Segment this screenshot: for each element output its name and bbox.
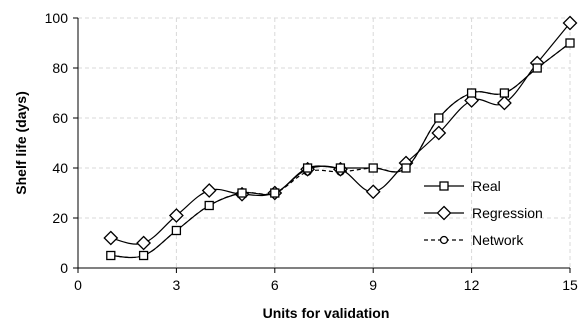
legend-marker-network: [439, 235, 449, 245]
data-point-real: [106, 250, 116, 261]
x-tick-label: 9: [369, 277, 377, 293]
data-point-regression: [201, 183, 217, 198]
data-point-real: [302, 163, 313, 173]
data-point-real: [499, 88, 510, 98]
data-point-regression: [365, 184, 381, 200]
y-tick-label: 0: [60, 260, 68, 276]
legend-marker-real: [439, 181, 449, 191]
legend: Real Regression Network: [424, 178, 543, 248]
y-tick-label: 80: [52, 60, 68, 76]
grid: [78, 17, 571, 268]
data-point-real: [270, 188, 280, 198]
data-point-real: [434, 113, 444, 123]
y-axis-label: Shelf life (days): [13, 91, 29, 194]
y-tick-label: 20: [52, 210, 68, 226]
legend-label-real: Real: [472, 178, 501, 194]
tick-labels: 0 20 40 60 80 100 0 3 6 9 12 15: [45, 10, 578, 293]
series-line-network: [110, 42, 571, 259]
legend-marker-regression: [436, 205, 452, 221]
y-tick-label: 40: [52, 160, 68, 176]
data-point-real: [466, 88, 477, 98]
data-point-real: [401, 163, 411, 173]
x-tick-label: 15: [562, 277, 578, 293]
data-point-real: [532, 63, 542, 73]
x-tick-label: 3: [173, 277, 181, 293]
data-point-real: [237, 188, 247, 198]
data-point-regression: [103, 230, 119, 246]
data-point-real: [138, 250, 149, 261]
data-point-real: [171, 225, 182, 236]
axes: [73, 17, 571, 273]
data-point-real: [335, 163, 346, 173]
legend-label-regression: Regression: [472, 205, 543, 221]
x-axis-label: Units for validation: [263, 305, 390, 321]
x-tick-label: 12: [464, 277, 480, 293]
data-point-regression: [168, 208, 184, 223]
legend-label-network: Network: [472, 232, 524, 248]
y-tick-label: 100: [45, 10, 69, 26]
y-tick-label: 60: [52, 110, 68, 126]
data-point-regression: [496, 95, 512, 111]
data-point-regression: [136, 235, 152, 251]
x-tick-label: 0: [74, 277, 82, 293]
plot-area: [103, 15, 578, 261]
data-point-regression: [431, 125, 447, 141]
data-point-real: [204, 200, 214, 211]
x-tick-label: 6: [271, 277, 279, 293]
series-line-real: [110, 42, 571, 259]
data-point-real: [368, 163, 378, 173]
data-point-real: [565, 38, 575, 48]
data-point-regression: [562, 15, 578, 31]
